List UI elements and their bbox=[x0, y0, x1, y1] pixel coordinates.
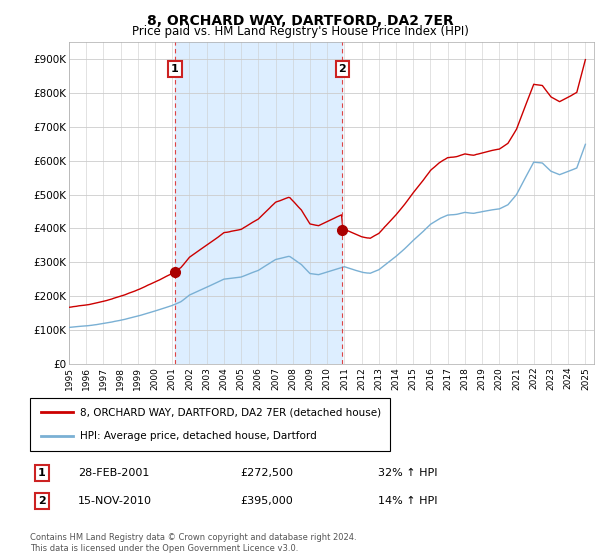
Text: 2: 2 bbox=[338, 64, 346, 74]
Text: Contains HM Land Registry data © Crown copyright and database right 2024.
This d: Contains HM Land Registry data © Crown c… bbox=[30, 533, 356, 553]
Text: 8, ORCHARD WAY, DARTFORD, DA2 7ER: 8, ORCHARD WAY, DARTFORD, DA2 7ER bbox=[146, 14, 454, 28]
Text: HPI: Average price, detached house, Dartford: HPI: Average price, detached house, Dart… bbox=[80, 431, 317, 441]
Text: Price paid vs. HM Land Registry's House Price Index (HPI): Price paid vs. HM Land Registry's House … bbox=[131, 25, 469, 38]
Text: £272,500: £272,500 bbox=[240, 468, 293, 478]
Text: 2: 2 bbox=[38, 496, 46, 506]
Text: £395,000: £395,000 bbox=[240, 496, 293, 506]
Text: 8, ORCHARD WAY, DARTFORD, DA2 7ER (detached house): 8, ORCHARD WAY, DARTFORD, DA2 7ER (detac… bbox=[80, 408, 382, 418]
Text: 1: 1 bbox=[171, 64, 179, 74]
FancyBboxPatch shape bbox=[30, 398, 390, 451]
Text: 28-FEB-2001: 28-FEB-2001 bbox=[78, 468, 149, 478]
Bar bbox=[175, 42, 343, 364]
Text: 14% ↑ HPI: 14% ↑ HPI bbox=[378, 496, 437, 506]
Text: 15-NOV-2010: 15-NOV-2010 bbox=[78, 496, 152, 506]
Text: 32% ↑ HPI: 32% ↑ HPI bbox=[378, 468, 437, 478]
Text: 1: 1 bbox=[38, 468, 46, 478]
